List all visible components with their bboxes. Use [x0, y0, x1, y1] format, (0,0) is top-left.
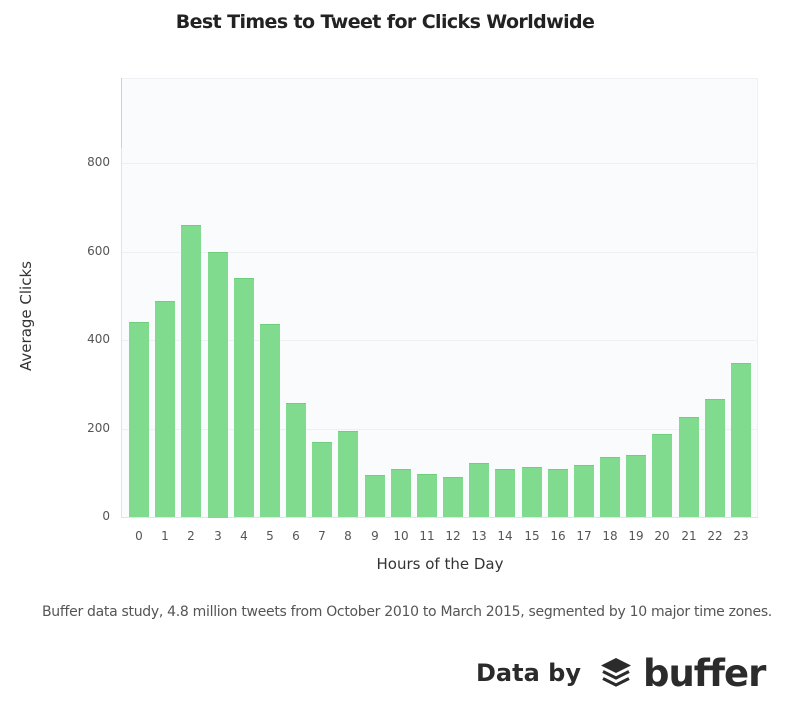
bar[interactable]	[469, 463, 489, 517]
x-tick-label: 14	[497, 529, 513, 543]
y-tick-label: 400	[87, 332, 110, 346]
x-tick-label: 22	[707, 529, 723, 543]
bar[interactable]	[286, 403, 306, 517]
x-tick-label: 7	[318, 529, 326, 543]
x-tick-label: 20	[654, 529, 670, 543]
bar[interactable]	[312, 442, 332, 517]
bar[interactable]	[652, 434, 672, 517]
x-tick-label: 5	[266, 529, 274, 543]
x-tick-label: 0	[135, 529, 143, 543]
y-tick-label: 200	[87, 421, 110, 435]
x-tick-label: 21	[681, 529, 697, 543]
x-tick-label: 11	[419, 529, 435, 543]
x-tick-label: 8	[344, 529, 352, 543]
bar[interactable]	[181, 225, 201, 517]
x-tick-label: 6	[292, 529, 300, 543]
gridline	[122, 252, 757, 253]
buffer-wordmark: buffer	[642, 651, 766, 695]
bar[interactable]	[574, 465, 594, 517]
x-tick-label: 12	[445, 529, 461, 543]
bar[interactable]	[155, 301, 175, 517]
bar[interactable]	[443, 477, 463, 517]
chart-title: Best Times to Tweet for Clicks Worldwide	[175, 11, 595, 33]
x-tick-label: 23	[733, 529, 749, 543]
bar[interactable]	[522, 467, 542, 517]
gridline	[122, 163, 757, 164]
x-tick-label: 18	[602, 529, 618, 543]
y-axis-label: Average Clicks	[17, 261, 35, 371]
y-axis-line	[121, 78, 122, 518]
x-tick-label: 1	[161, 529, 169, 543]
bar[interactable]	[208, 252, 228, 518]
bar[interactable]	[731, 363, 751, 517]
x-tick-label: 19	[628, 529, 644, 543]
x-tick-label: 15	[524, 529, 540, 543]
gridline	[122, 429, 757, 430]
bar[interactable]	[417, 474, 437, 517]
x-tick-label: 13	[471, 529, 487, 543]
y-axis-accent	[121, 78, 122, 148]
x-tick-label: 10	[393, 529, 409, 543]
buffer-logo: buffer	[599, 651, 766, 695]
caption: Buffer data study, 4.8 million tweets fr…	[42, 604, 772, 620]
x-tick-label: 2	[187, 529, 195, 543]
bar[interactable]	[391, 469, 411, 517]
bar[interactable]	[338, 431, 358, 517]
credit-label: Data by	[476, 659, 581, 687]
x-tick-label: 9	[371, 529, 379, 543]
x-tick-label: 3	[214, 529, 222, 543]
bar[interactable]	[495, 469, 515, 517]
bar[interactable]	[679, 417, 699, 517]
x-tick-label: 16	[550, 529, 566, 543]
buffer-stack-icon	[600, 658, 631, 687]
gridline	[122, 340, 757, 341]
bar[interactable]	[548, 469, 568, 517]
data-credit: Data by buffer	[476, 648, 766, 698]
bar[interactable]	[234, 278, 254, 517]
bar[interactable]	[260, 324, 280, 517]
x-axis-line	[121, 517, 758, 518]
x-tick-label: 4	[240, 529, 248, 543]
y-tick-label: 0	[102, 509, 110, 523]
y-tick-label: 800	[87, 155, 110, 169]
bar[interactable]	[600, 457, 620, 517]
bar[interactable]	[705, 399, 725, 517]
bar[interactable]	[129, 322, 149, 517]
bar[interactable]	[365, 475, 385, 517]
bar[interactable]	[626, 455, 646, 517]
y-tick-label: 600	[87, 244, 110, 258]
x-axis-label: Hours of the Day	[376, 555, 504, 573]
x-tick-label: 17	[576, 529, 592, 543]
